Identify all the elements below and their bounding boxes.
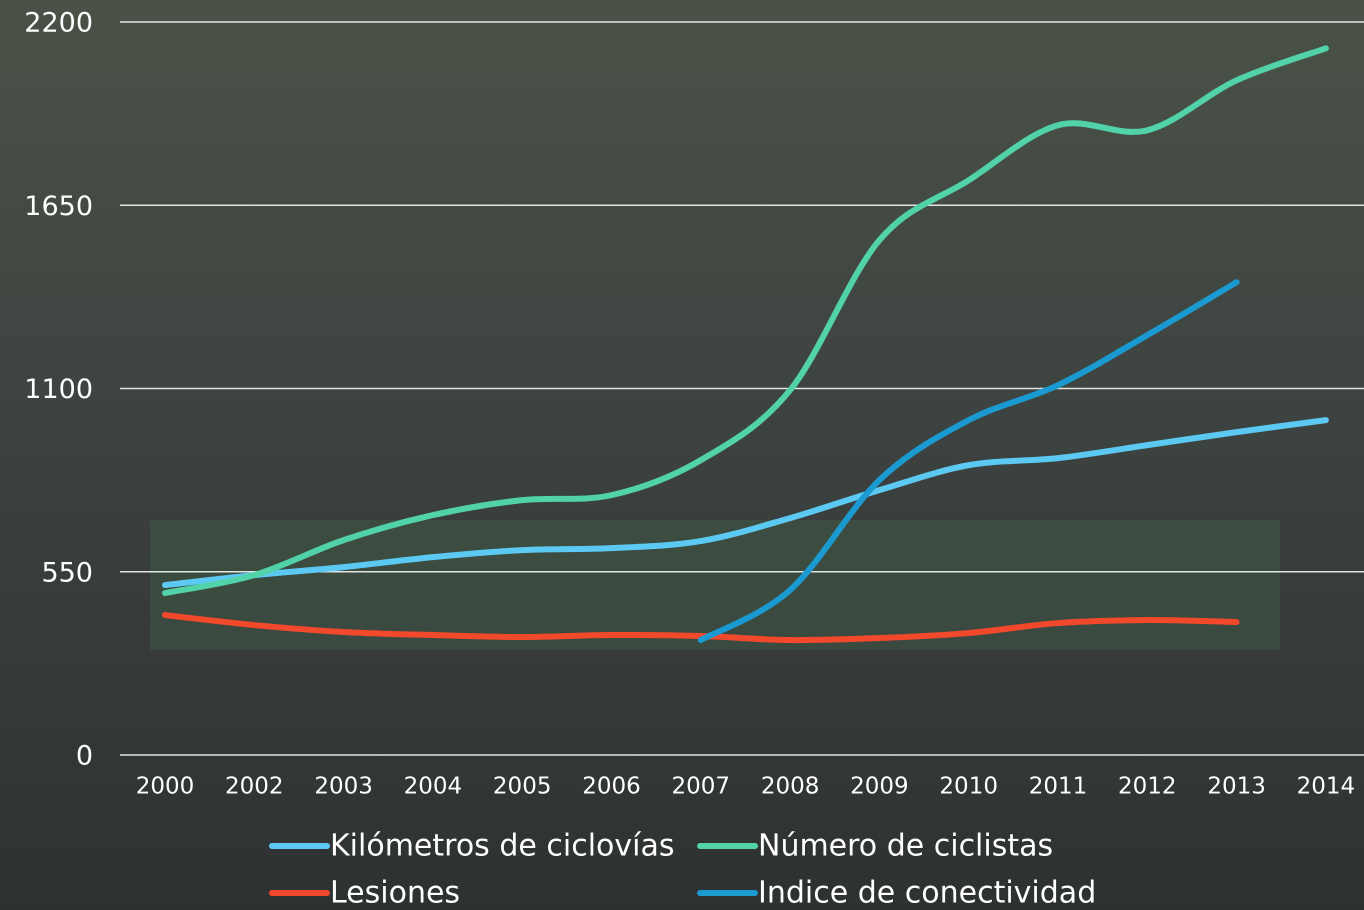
x-tick-label: 2005: [493, 774, 552, 800]
y-tick-label: 1650: [24, 191, 93, 222]
legend-label: Kilómetros de ciclovías: [330, 829, 675, 864]
y-tick-label: 0: [76, 741, 93, 772]
series-line: [162, 417, 1329, 589]
x-tick-label: 2002: [225, 774, 284, 800]
y-tick-label: 1100: [24, 374, 93, 405]
series-line: [162, 45, 1329, 597]
x-tick-label: 2009: [850, 774, 909, 800]
legend-label: Número de ciclistas: [758, 829, 1053, 864]
x-tick-label: 2010: [939, 774, 998, 800]
x-tick-label: 2008: [761, 774, 820, 800]
y-tick-label: 2200: [24, 8, 93, 39]
x-tick-label: 2000: [136, 774, 195, 800]
x-tick-label: 2011: [1029, 774, 1088, 800]
x-tick-label: 2004: [404, 774, 463, 800]
x-tick-label: 2003: [314, 774, 373, 800]
x-tick-label: 2006: [582, 774, 641, 800]
y-tick-label: 550: [41, 557, 93, 588]
x-tick-label: 2007: [672, 774, 731, 800]
x-tick-label: 2013: [1207, 774, 1266, 800]
legend-label: Indice de conectividad: [758, 876, 1096, 910]
series-line: [697, 279, 1240, 644]
x-tick-label: 2014: [1297, 774, 1356, 800]
series-line: [162, 612, 1240, 644]
legend-label: Lesiones: [330, 876, 460, 910]
x-tick-label: 2012: [1118, 774, 1177, 800]
